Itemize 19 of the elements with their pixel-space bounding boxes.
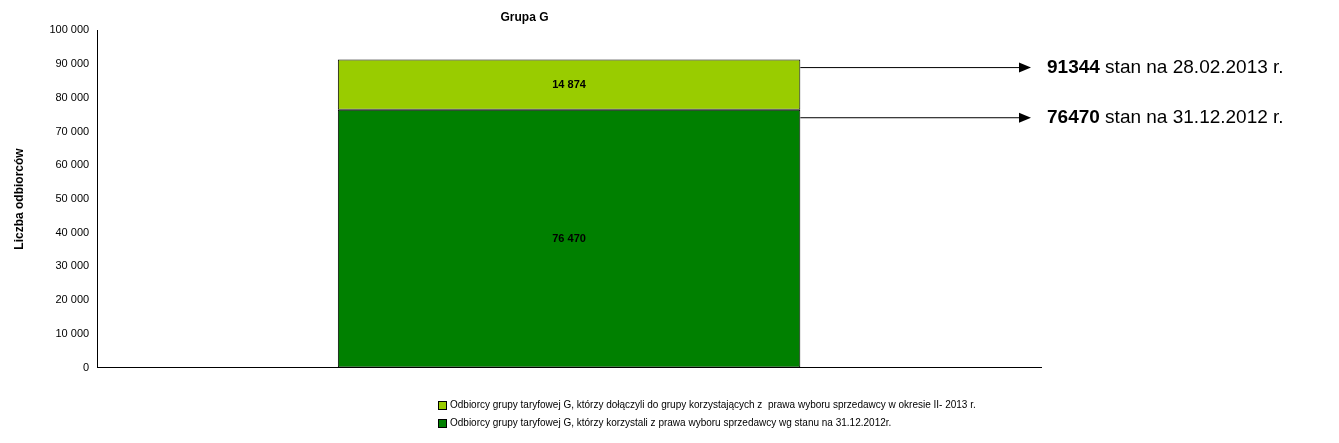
legend-label: Odbiorcy grupy taryfowej G, którzy korzystali z prawa wyboru sprzedawcy wg stanu na 31.12.2012r. — [450, 416, 892, 430]
text: 76470 stan na 31.12.2012 r. — [1047, 105, 1284, 127]
y-tick-label: 90 000 — [55, 57, 90, 70]
y-tick-label: 100 000 — [49, 23, 90, 36]
data-label: 14 874 — [552, 77, 587, 90]
y-tick-label: 0 — [83, 360, 90, 373]
text: 91344 stan na 28.02.2013 r. — [1047, 55, 1284, 77]
y-tick-label: 70 000 — [55, 124, 90, 137]
y-tick-label: 50 000 — [55, 192, 90, 205]
y-tick-label: 80 000 — [55, 90, 90, 103]
y-tick-label: 40 000 — [55, 225, 90, 238]
y-tick-label: 10 000 — [55, 326, 90, 339]
y-tick-label: 20 000 — [55, 293, 90, 306]
data-label: 76 470 — [552, 231, 586, 244]
y-tick-label: 30 000 — [55, 259, 90, 272]
chart-title: Grupa G — [500, 9, 549, 24]
y-tick-label: 60 000 — [55, 158, 90, 171]
y-axis-title: Liczba odbiorców — [11, 147, 26, 250]
legend-label: Odbiorcy grupy taryfowej G, którzy dołączyli do grupy korzystających z prawa wyboru sprzedawcy w okresie II- 2013 r. — [450, 398, 976, 412]
